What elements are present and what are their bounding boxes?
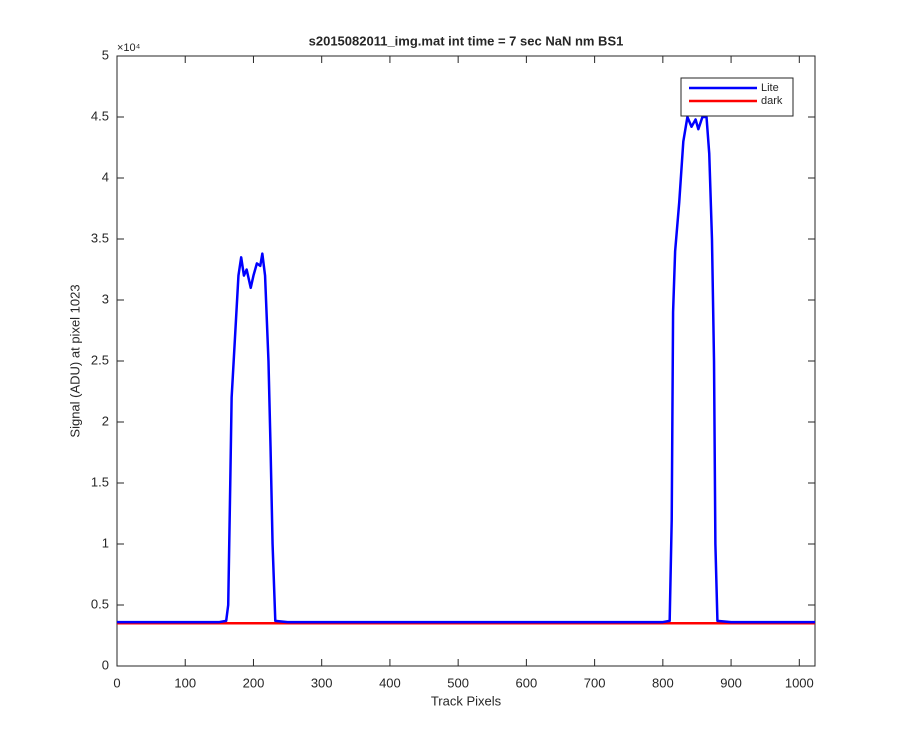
y-axis-label: Signal (ADU) at pixel 1023: [67, 284, 82, 437]
x-tick-label: 400: [379, 675, 401, 690]
x-tick-label: 600: [516, 675, 538, 690]
x-tick-label: 500: [447, 675, 469, 690]
y-tick-label: 2: [102, 413, 109, 428]
y-tick-label: 4.5: [91, 108, 109, 123]
y-tick-label: 4: [102, 169, 109, 184]
x-tick-label: 0: [113, 675, 120, 690]
x-tick-label: 200: [243, 675, 265, 690]
x-tick-label: 100: [174, 675, 196, 690]
data-line: [117, 115, 815, 624]
y-tick-label: 0.5: [91, 596, 109, 611]
x-tick-label: 700: [584, 675, 606, 690]
legend-label: Lite: [761, 82, 779, 94]
x-axis-label: Track Pixels: [431, 693, 502, 708]
y-tick-label: 1.5: [91, 474, 109, 489]
y-exponent-label: ×10⁴: [117, 42, 141, 54]
plot-area: [116, 55, 816, 667]
y-tick-label: 3: [102, 291, 109, 306]
y-tick-label: 3.5: [91, 230, 109, 245]
y-tick-label: 2.5: [91, 352, 109, 367]
x-tick-label: 1000: [785, 675, 814, 690]
chart-title: s2015082011_img.mat int time = 7 sec NaN…: [309, 33, 624, 48]
legend-box: [680, 77, 794, 117]
x-tick-label: 300: [311, 675, 333, 690]
y-tick-label: 1: [102, 535, 109, 550]
x-tick-label: 900: [720, 675, 742, 690]
legend-label: dark: [761, 95, 783, 107]
x-tick-label: 800: [652, 675, 674, 690]
y-tick-label: 0: [102, 657, 109, 672]
y-tick-label: 5: [102, 47, 109, 62]
